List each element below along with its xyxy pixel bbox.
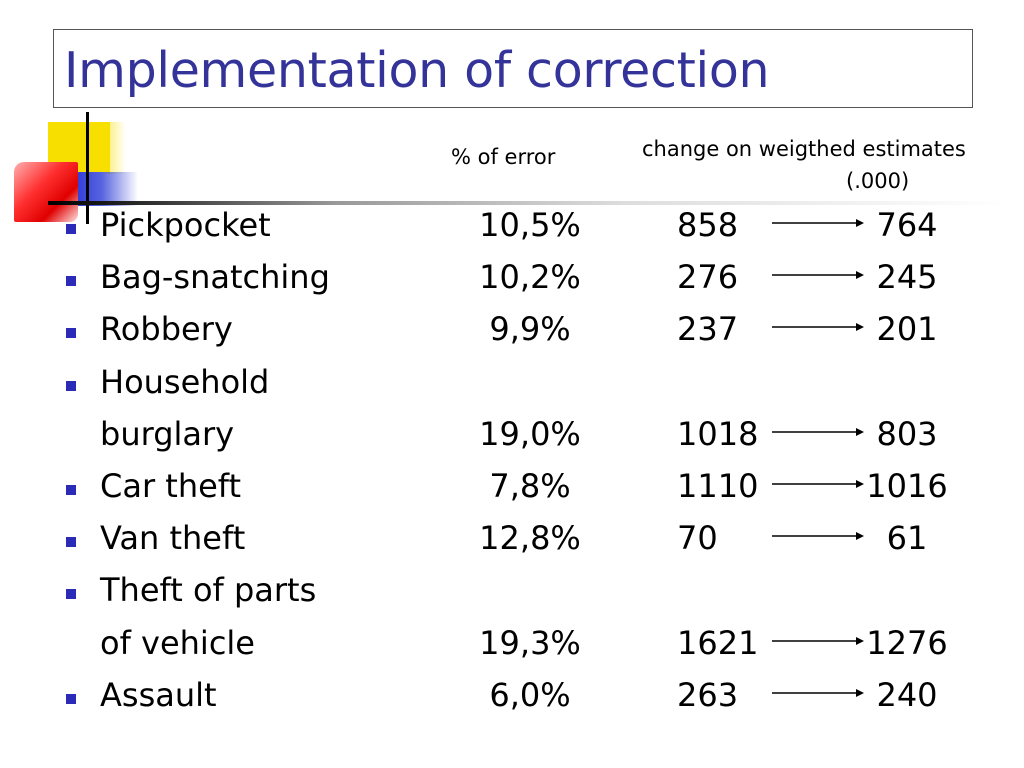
error-percent: 10,5% <box>479 206 581 244</box>
estimate-before: 1018 <box>677 414 759 453</box>
decor-horizontal-line <box>48 201 1008 205</box>
arrow-right-icon <box>772 427 864 436</box>
table-row: Assault 6,0% 263 240 <box>0 672 1024 722</box>
estimate-after: 803 <box>876 414 938 453</box>
estimate-after: 764 <box>876 206 938 244</box>
crime-label: Bag-snatching <box>100 258 330 297</box>
estimate-after: 1016 <box>866 467 948 505</box>
error-percent: 12,8% <box>479 519 581 558</box>
table-row: Robbery 9,9% 237 201 <box>0 306 1024 356</box>
crime-label: Robbery <box>100 310 233 349</box>
header-change: change on weigthed estimates <box>642 137 966 161</box>
estimate-before: 1621 <box>677 623 759 662</box>
estimate-after: 245 <box>876 258 938 297</box>
table-row: Van theft 12,8% 70 61 <box>0 515 1024 565</box>
table-row: Bag-snatching 10,2% 276 245 <box>0 254 1024 304</box>
error-percent: 6,0% <box>489 675 571 714</box>
table-row: Household <box>0 359 1024 409</box>
estimate-after: 240 <box>876 675 938 714</box>
error-percent: 19,3% <box>479 623 581 662</box>
estimate-before: 1110 <box>677 467 759 505</box>
arrow-right-icon <box>772 271 864 280</box>
arrow-right-icon <box>772 688 864 697</box>
estimate-before: 70 <box>677 519 718 558</box>
crime-label: Pickpocket <box>100 206 271 244</box>
crime-label: of vehicle <box>100 623 255 662</box>
bullet-icon <box>66 276 76 287</box>
crime-label: Theft of parts <box>100 571 317 610</box>
bullet-icon <box>66 485 76 495</box>
table-row: of vehicle 19,3% 1621 1276 <box>0 620 1024 670</box>
table-row: Pickpocket 10,5% 858 764 <box>0 202 1024 252</box>
estimate-before: 263 <box>677 675 739 714</box>
decor-yellow-fade <box>104 122 126 174</box>
error-percent: 19,0% <box>479 414 581 453</box>
error-percent: 10,2% <box>479 258 581 297</box>
bullet-icon <box>66 537 76 548</box>
table-row: burglary 19,0% 1018 803 <box>0 411 1024 461</box>
bullet-icon <box>66 224 76 234</box>
estimate-before: 858 <box>677 206 739 244</box>
crime-label: Assault <box>100 675 217 714</box>
estimate-after: 1276 <box>866 623 948 662</box>
table-row: Theft of parts <box>0 567 1024 617</box>
bullet-icon <box>66 328 76 339</box>
decor-red-square <box>14 162 78 222</box>
bullet-icon <box>66 693 76 704</box>
crime-label: Household <box>100 362 270 401</box>
estimate-before: 237 <box>677 310 739 349</box>
header-unit: (.000) <box>846 169 910 193</box>
bullet-icon <box>66 380 76 391</box>
decor-vertical-line <box>86 112 89 224</box>
slide-title: Implementation of correction <box>64 42 770 99</box>
estimate-after: 61 <box>886 519 928 558</box>
arrow-right-icon <box>772 532 864 541</box>
crime-label: burglary <box>100 414 235 453</box>
crime-label: Car theft <box>100 467 242 505</box>
estimate-before: 276 <box>677 258 739 297</box>
estimate-after: 201 <box>876 310 938 349</box>
title-box: Implementation of correction <box>53 29 973 108</box>
table-row: Car theft 7,8% 1110 1016 <box>0 463 1024 513</box>
arrow-right-icon <box>772 480 864 488</box>
header-error: % of error <box>451 145 556 169</box>
error-percent: 9,9% <box>489 310 571 349</box>
crime-label: Van theft <box>100 519 246 558</box>
arrow-right-icon <box>772 636 864 645</box>
error-percent: 7,8% <box>489 467 571 505</box>
bullet-icon <box>66 589 76 600</box>
arrow-right-icon <box>772 323 864 332</box>
arrow-right-icon <box>772 219 864 227</box>
